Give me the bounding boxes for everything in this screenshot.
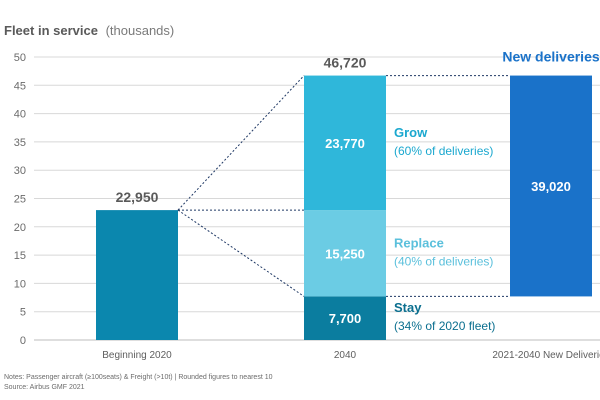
- category-label-new-deliveries: 2021-2040 New Deliveries: [492, 350, 600, 361]
- y-tick-label: 45: [14, 80, 26, 92]
- y-tick-label: 5: [20, 307, 26, 319]
- replace-value-label: 15,250: [325, 246, 365, 261]
- y-tick-label: 30: [14, 165, 26, 177]
- bar-2040-stay: [304, 296, 386, 340]
- stay-annotation-title: Stay: [394, 300, 422, 315]
- chart-title: Fleet in service (thousands): [4, 23, 174, 38]
- stay-value-label: 7,700: [329, 311, 362, 326]
- connectors: [177, 75, 510, 297]
- stay-annotation-subtitle: (34% of 2020 fleet): [394, 319, 495, 333]
- total-2040-label: 46,720: [324, 55, 367, 71]
- source-line: Source: Airbus GMF 2021: [4, 384, 85, 391]
- y-tick-label: 20: [14, 222, 26, 234]
- y-tick-label: 35: [14, 137, 26, 149]
- replace-annotation-subtitle: (40% of deliveries): [394, 254, 493, 268]
- replace-annotation-title: Replace: [394, 235, 444, 250]
- y-tick-label: 25: [14, 194, 26, 206]
- bar-new-deliveries: [510, 75, 592, 297]
- category-label-beginning-2020: Beginning 2020: [102, 350, 172, 361]
- bar-2040-grow: [304, 75, 386, 211]
- y-tick-label: 10: [14, 278, 26, 290]
- new-deliveries-heading: New deliveries: [502, 49, 599, 65]
- y-tick-label: 15: [14, 250, 26, 262]
- category-label-2040: 2040: [334, 350, 357, 361]
- bar-beginning-2020: [96, 210, 178, 340]
- bars: [96, 75, 592, 340]
- y-tick-label: 50: [14, 52, 26, 64]
- notes-line: Notes: Passenger aircraft (≥100seats) & …: [4, 374, 273, 381]
- connector-line: [177, 75, 305, 211]
- new-deliveries-value-label: 39,020: [531, 179, 571, 194]
- grow-value-label: 23,770: [325, 136, 365, 151]
- bar-2040-replace: [304, 210, 386, 297]
- beginning-value-label: 22,950: [116, 189, 159, 205]
- y-tick-label: 0: [20, 335, 26, 347]
- connector-line: [177, 209, 305, 297]
- y-tick-label: 40: [14, 109, 26, 121]
- grow-annotation-title: Grow: [394, 125, 428, 140]
- grow-annotation-subtitle: (60% of deliveries): [394, 144, 493, 158]
